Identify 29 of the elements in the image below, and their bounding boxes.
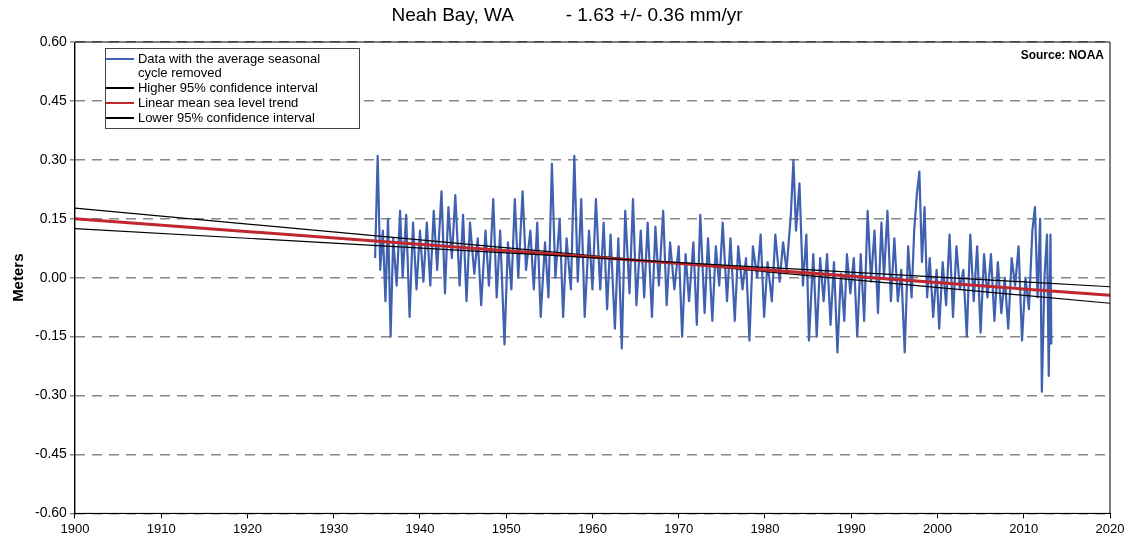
legend-label: Data with the average seasonal cycle removed [137,51,322,80]
y-tick-label: 0.45 [39,91,68,108]
x-tick-label: 1940 [405,520,435,536]
chart-title: Neah Bay, WA - 1.63 +/- 0.36 mm/yr [390,4,744,26]
legend-label: Higher 95% confidence interval [137,80,319,95]
x-tick-label: 1980 [750,520,780,536]
x-tick-label: 2000 [923,520,952,536]
y-tick-label: 0.00 [39,268,68,285]
legend-label: Lower 95% confidence interval [137,110,316,125]
y-tick-label: 0.60 [39,32,68,49]
x-tick-label: 1950 [491,520,521,536]
y-tick-label: 0.15 [39,209,68,226]
x-tick-label: 1900 [60,520,90,536]
legend-label: Linear mean sea level trend [137,95,300,110]
y-tick-label: 0.30 [39,150,68,167]
y-tick-label: -0.30 [34,386,68,403]
y-tick-label: -0.45 [34,445,68,462]
x-tick-label: 1960 [577,520,607,536]
x-tick-label: 2020 [1095,520,1125,536]
x-tick-label: 1910 [146,520,176,536]
y-tick-label: -0.60 [34,504,68,521]
y-axis-title: Meters [9,253,27,302]
x-tick-label: 2010 [1009,520,1039,536]
x-tick-label: 1970 [664,520,694,536]
y-tick-label: -0.15 [34,327,68,344]
x-tick-label: 1990 [836,520,866,536]
x-tick-label: 1920 [232,520,262,536]
annotation: Source: NOAA [1020,48,1104,62]
x-tick-label: 1930 [319,520,349,536]
